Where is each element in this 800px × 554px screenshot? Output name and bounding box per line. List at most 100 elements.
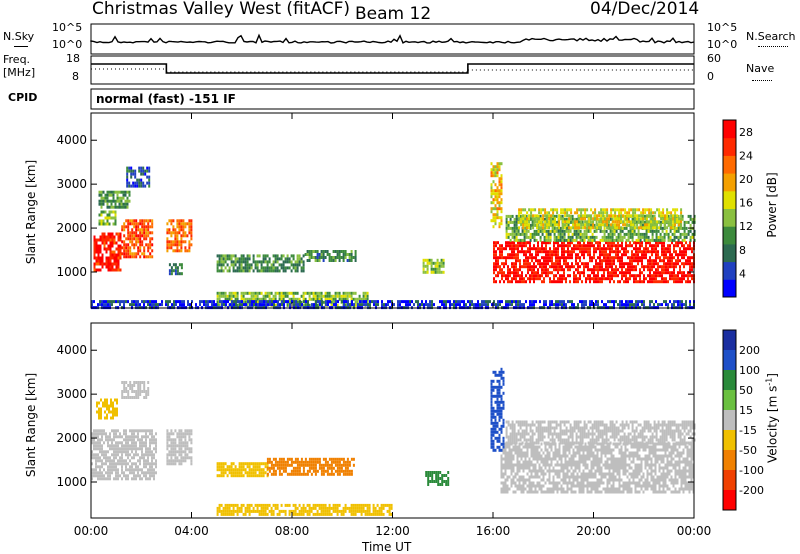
power-scatter-region (493, 241, 695, 284)
velocity-scatter-region (490, 367, 505, 452)
velocity-colorbar-swatch (723, 330, 736, 351)
power-colorbar: 4 8 12 16 20 24 28 (722, 119, 753, 298)
velocity-scatter-region (216, 462, 269, 478)
power-scatter-region (126, 166, 151, 188)
power-colorbar-swatch (723, 137, 736, 156)
time-tick-label: 00:00 (74, 524, 109, 538)
freq-label: Freq. (3, 53, 31, 66)
velocity-scatter-region (166, 429, 193, 466)
power-colorbar-swatch (723, 208, 736, 227)
velocity-colorbar-label: Velocity [m s-1] (764, 373, 780, 463)
power-scatter-region (518, 208, 683, 230)
velocity-colorbar-swatch (723, 390, 736, 411)
power-scatter-region (166, 219, 193, 253)
freq-trace (91, 63, 694, 74)
time-tick-label: 16:00 (476, 524, 511, 538)
noise-trace (90, 33, 695, 44)
power-colorbar-tick: 24 (739, 149, 753, 162)
noise-left-tick-lo: 10^0 (52, 38, 83, 51)
power-ytick-label: 4000 (56, 133, 87, 147)
freq-panel-frame (90, 55, 695, 85)
power-colorbar-swatch (723, 173, 736, 192)
velocity-colorbar-swatch (723, 370, 736, 391)
noise-left-underline (14, 46, 28, 47)
power-panel: 1000 2000 3000 4000 (56, 112, 696, 310)
time-tick-label: 20:00 (576, 524, 611, 538)
power-colorbar-swatch (723, 243, 736, 263)
nave-dots (752, 80, 772, 81)
velocity-scatter-region (216, 503, 393, 516)
velocity-colorbar-swatch (723, 350, 736, 371)
top-panels (90, 23, 695, 110)
power-scatter-region (216, 254, 305, 273)
freq-tick-lo: 8 (72, 70, 79, 83)
velocity-colorbar-tick: 50 (739, 384, 753, 397)
velocity-scatter-region (505, 420, 696, 445)
velocity-colorbar-tick: -15 (739, 424, 757, 437)
power-scatter-region (98, 210, 117, 226)
cpid-label: CPID (8, 91, 38, 104)
noise-right-tick-hi: 10^5 (707, 21, 738, 34)
power-colorbar-tick: 16 (739, 197, 753, 210)
nave-tick-lo: 0 (707, 70, 714, 83)
power-colorbar-frame (722, 119, 737, 298)
noise-right-dots (758, 46, 788, 47)
velocity-ytick-label: 1000 (56, 475, 87, 489)
velocity-colorbar-swatch (723, 430, 736, 451)
velocity-scatter-region (121, 381, 150, 399)
velocity-colorbar-tick: -100 (739, 464, 764, 477)
time-tick-label: 08:00 (275, 524, 310, 538)
power-colorbar-tick: 8 (739, 244, 746, 257)
time-tick-label: 12:00 (375, 524, 410, 538)
velocity-ytick-label: 3000 (56, 387, 87, 401)
power-scatter-region (490, 162, 503, 229)
time-tick-label: 00:00 (677, 524, 712, 538)
power-scatter-region (121, 219, 154, 259)
x-axis-label: Time UT (362, 540, 412, 554)
velocity-scatter-region (266, 457, 355, 476)
station-title: Christmas Valley West (fitACF) (92, 0, 351, 19)
time-axis: 00:00 04:00 08:00 12:00 16:00 20:00 00:00 (74, 524, 712, 538)
velocity-colorbar-tick: -50 (739, 444, 757, 457)
velocity-colorbar-tick: 100 (739, 364, 760, 377)
velocity-colorbar-tick: -200 (739, 484, 764, 497)
power-colorbar-swatch (723, 261, 736, 280)
freq-unit: [MHz] (3, 66, 36, 79)
velocity-colorbar-swatch (723, 490, 736, 511)
velocity-ylabel: Slant Range [km] (24, 372, 38, 478)
beam-label: Beam 12 (355, 4, 432, 24)
power-ytick-label: 2000 (56, 221, 87, 235)
power-colorbar-tick: 28 (739, 126, 753, 139)
nave-label: Nave (746, 62, 775, 75)
velocity-ytick-label: 2000 (56, 431, 87, 445)
cpid-panel-frame (90, 88, 695, 110)
power-ytick-label: 1000 (56, 265, 87, 279)
power-colorbar-swatch (723, 155, 736, 174)
velocity-colorbar: 200 100 50 15 -15 -50 -100 -200 (722, 329, 764, 511)
velocity-colorbar-frame (722, 329, 737, 511)
velocity-ytick-label: 4000 (56, 343, 87, 357)
power-colorbar-tick: 12 (739, 220, 753, 233)
velocity-panel: 1000 2000 3000 4000 (56, 322, 696, 519)
power-colorbar-swatch (723, 279, 736, 298)
noise-panel-frame (90, 23, 695, 55)
velocity-scatter-region (425, 471, 450, 486)
nave-tick-hi: 60 (707, 52, 721, 65)
velocity-colorbar-tick: 15 (739, 404, 753, 417)
power-ytick-label: 3000 (56, 177, 87, 191)
power-scatter-region (168, 263, 183, 276)
freq-tick-hi: 18 (66, 52, 80, 65)
velocity-colorbar-tick: 200 (739, 344, 760, 357)
velocity-scatter-region (96, 398, 118, 420)
noise-right-tick-lo: 10^0 (707, 38, 738, 51)
noise-left-label: N.Sky (3, 30, 35, 43)
power-scatter-region (98, 190, 131, 209)
power-colorbar-swatch (723, 120, 736, 139)
date-label: 04/Dec/2014 (590, 0, 700, 19)
velocity-scatter-region (91, 429, 157, 481)
power-scatter-region (422, 258, 445, 274)
cpid-value: normal (fast) -151 IF (96, 92, 236, 106)
noise-right-label: N.Search (746, 30, 796, 43)
power-colorbar-swatch (723, 226, 736, 245)
